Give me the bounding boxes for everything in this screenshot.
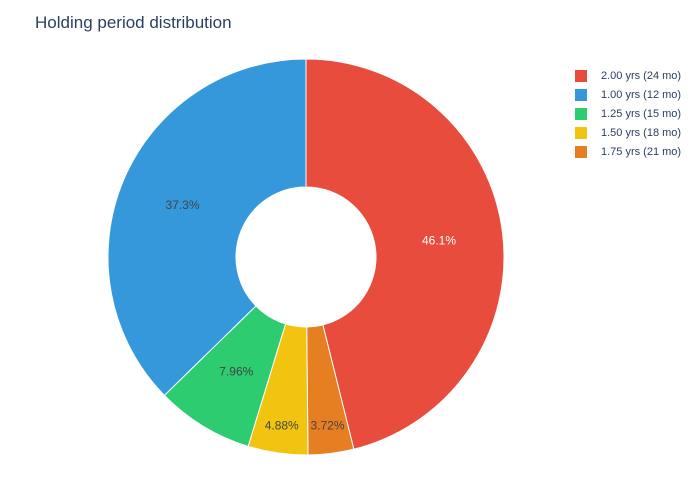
legend-swatch <box>575 107 587 120</box>
legend: 2.00 yrs (24 mo) 1.00 yrs (12 mo) 1.25 yrs… <box>575 66 681 161</box>
slice-percent-label: 7.96% <box>219 364 253 378</box>
legend-label: 1.75 yrs (21 mo) <box>601 145 682 158</box>
legend-label: 1.00 yrs (12 mo) <box>601 88 682 101</box>
legend-label: 2.00 yrs (24 mo) <box>601 69 682 82</box>
legend-item[interactable]: 1.75 yrs (21 mo) <box>575 142 681 161</box>
legend-item[interactable]: 1.50 yrs (18 mo) <box>575 123 681 142</box>
slice-percent-label: 4.88% <box>265 418 299 432</box>
legend-swatch <box>575 126 587 139</box>
slice-percent-label: 46.1% <box>422 234 456 248</box>
pie-slice[interactable] <box>107 58 307 397</box>
legend-item[interactable]: 1.25 yrs (15 mo) <box>575 104 681 123</box>
legend-swatch <box>575 145 587 158</box>
chart-title: Holding period distribution <box>35 13 232 32</box>
slice-percent-label: 3.72% <box>311 419 345 433</box>
legend-label: 1.25 yrs (15 mo) <box>601 107 682 120</box>
legend-swatch <box>575 88 587 101</box>
legend-label: 1.50 yrs (18 mo) <box>601 126 682 139</box>
slice-percent-label: 37.3% <box>165 198 199 212</box>
pie-slice[interactable] <box>305 58 505 450</box>
legend-swatch <box>575 69 587 82</box>
legend-item[interactable]: 1.00 yrs (12 mo) <box>575 85 681 104</box>
legend-item[interactable]: 2.00 yrs (24 mo) <box>575 66 681 85</box>
